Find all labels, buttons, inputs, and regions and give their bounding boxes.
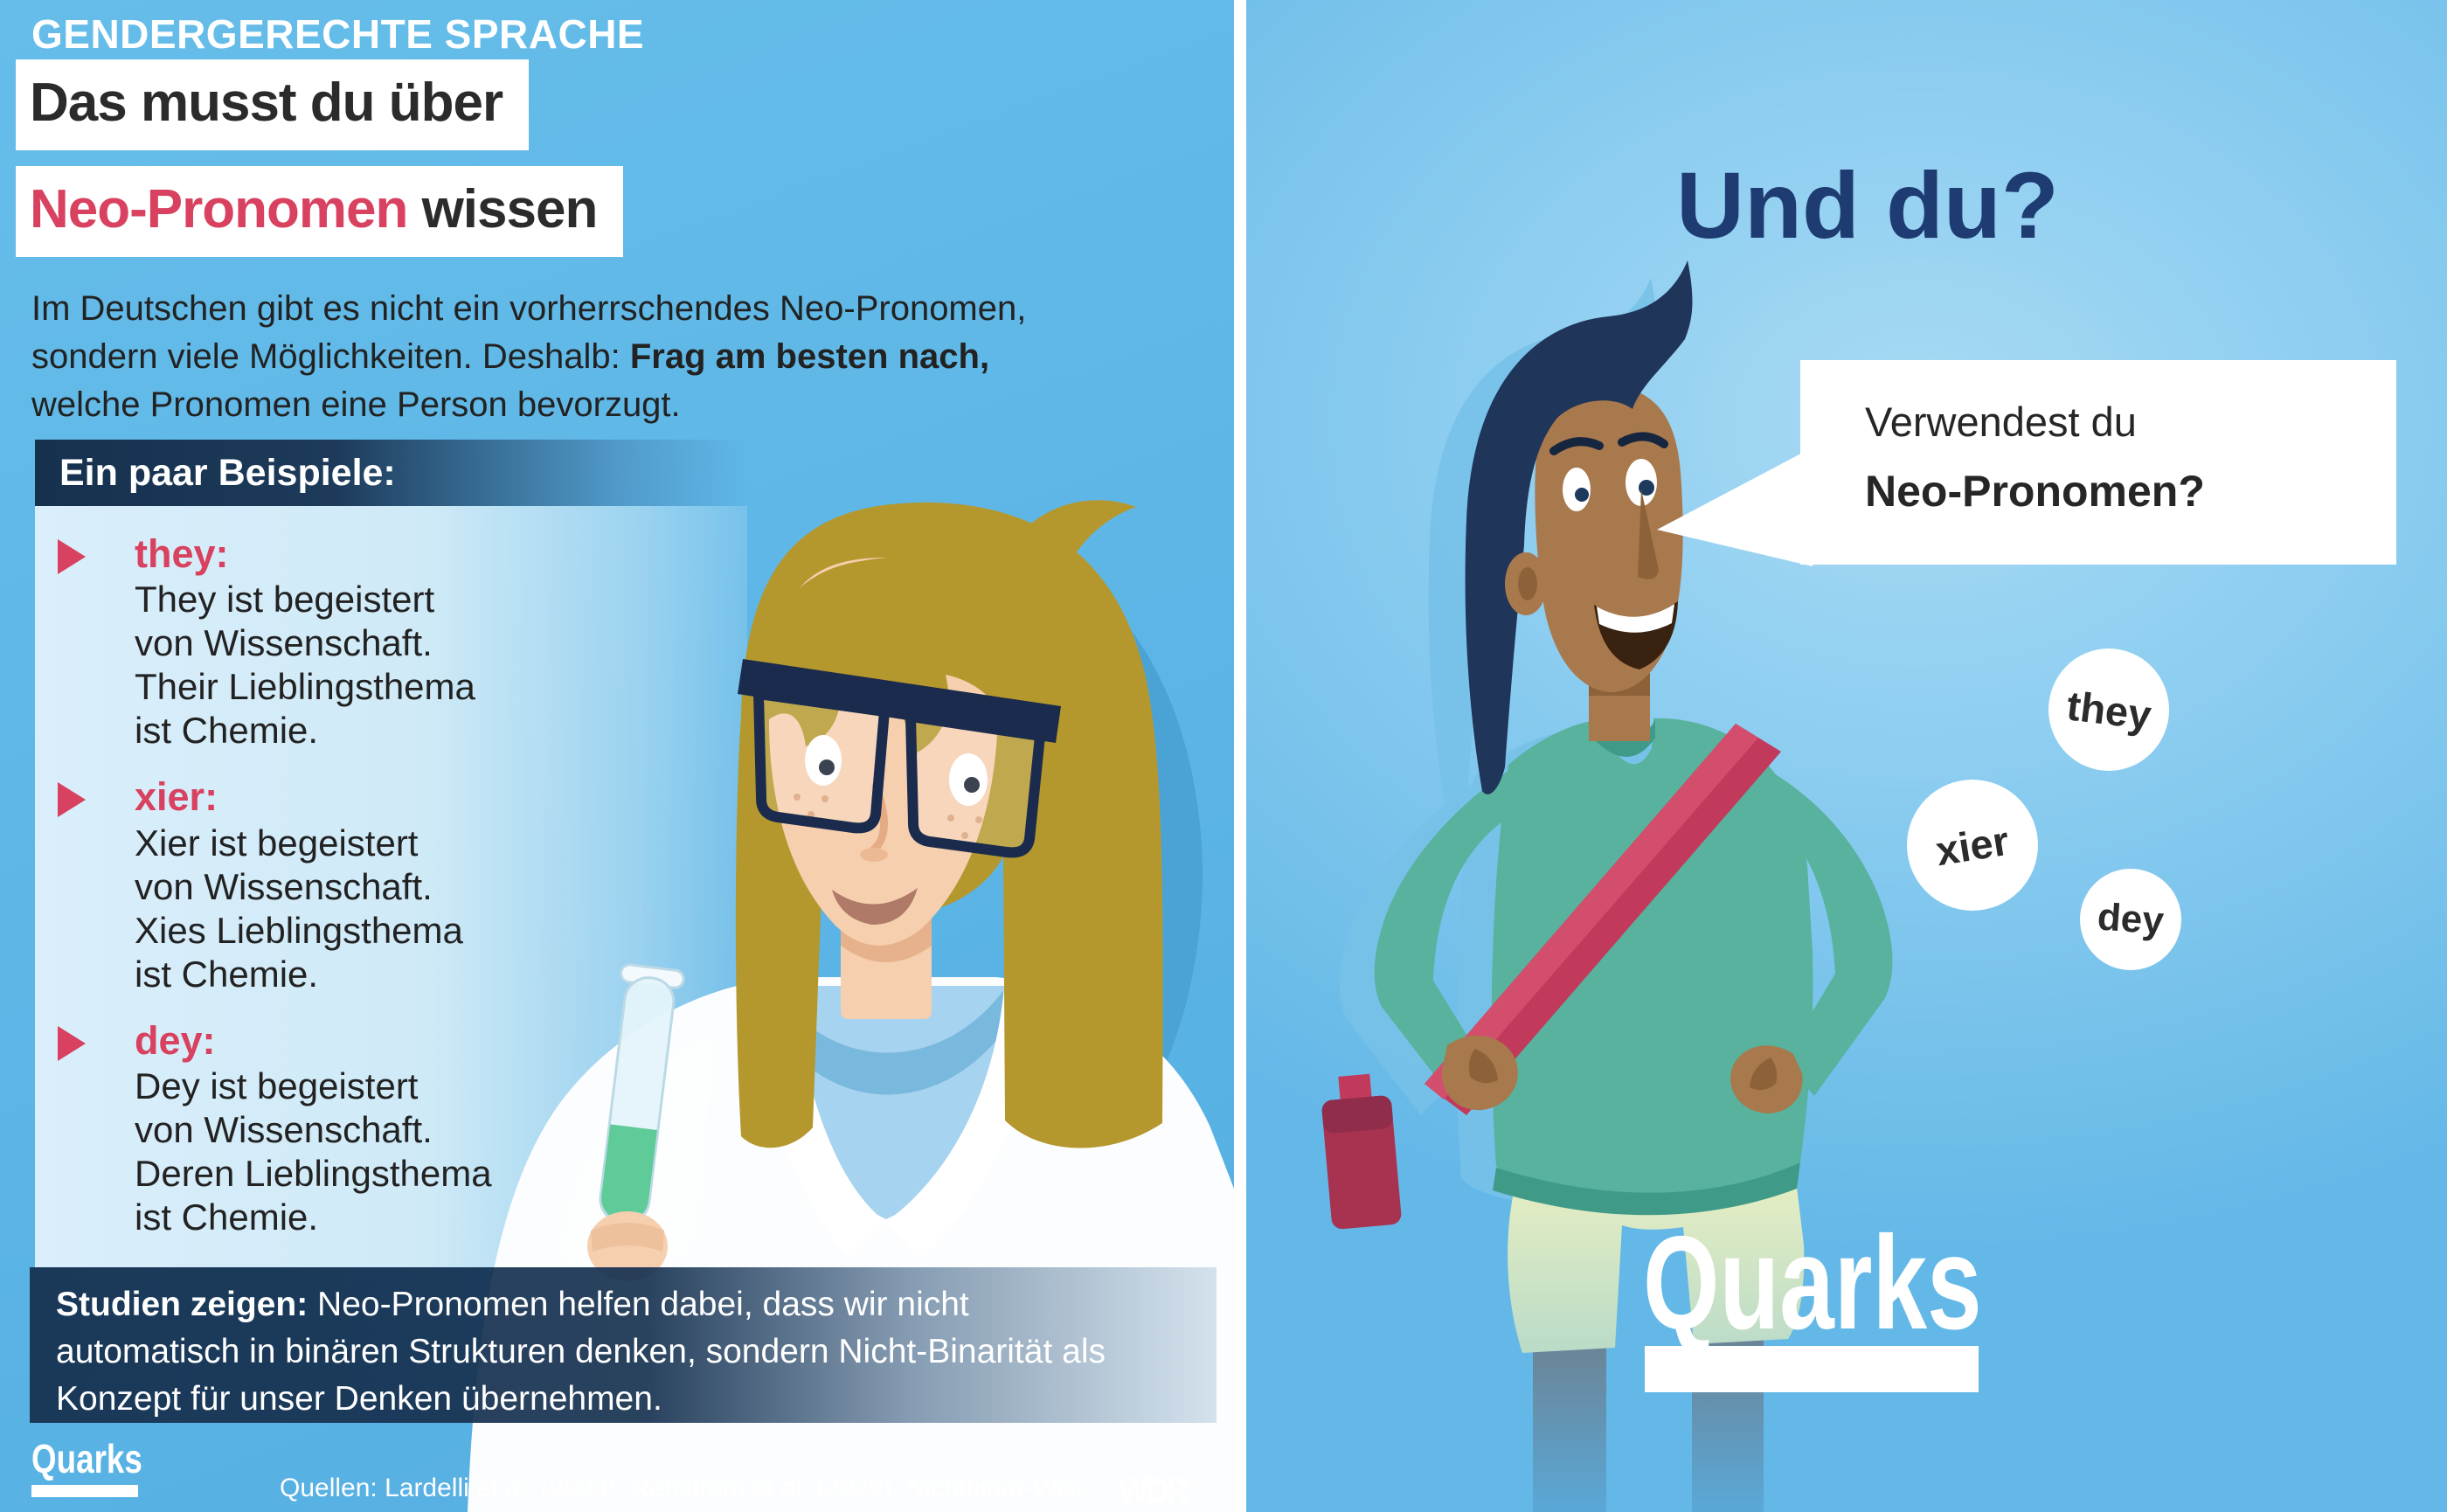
quarks-logo-underline	[1645, 1346, 1979, 1392]
kicker: GENDERGERECHTE SPRACHE	[31, 11, 645, 57]
nose-shade	[860, 848, 888, 862]
freckles	[794, 794, 982, 839]
hair	[1465, 260, 1693, 794]
coat-lapel-left	[759, 977, 886, 1259]
title-box-1: Das musst du über	[16, 59, 530, 151]
scientist-shadow	[1014, 540, 1203, 1145]
sweater-arm-left	[1374, 771, 1508, 1103]
ear	[1505, 552, 1547, 615]
examples-box: Ein paar Beispiele: they: They ist begei…	[35, 440, 747, 1268]
examples-header: Ein paar Beispiele:	[35, 440, 747, 506]
hair-side-bang	[961, 575, 1105, 837]
hand-right	[1730, 1045, 1803, 1113]
pronoun-bubble-xier: xier	[1907, 780, 2038, 911]
hair-back	[735, 502, 1163, 1148]
quarks-logo-small: Quarks	[31, 1439, 170, 1497]
hair-cowlick	[1003, 500, 1136, 587]
speech-bubble-tail	[1657, 447, 1813, 566]
example-item-dey: dey: Dey ist begeistert von Wissenschaft…	[35, 1017, 747, 1239]
collar-shadow	[1592, 720, 1655, 757]
speech-bubble-line-1: Verwendest du	[1865, 399, 2137, 445]
sweater-hem-shadow	[1493, 1162, 1800, 1216]
hand-left	[1441, 1035, 1518, 1111]
neck-shadow	[841, 913, 932, 962]
quarks-logo-big: Quarks	[1643, 1217, 2101, 1392]
mouth	[1594, 601, 1678, 669]
title-highlight: Neo-Pronomen	[30, 179, 408, 239]
hand-left-thumb	[1468, 1049, 1498, 1084]
bag-strap	[1425, 724, 1781, 1115]
example-pronoun: they:	[135, 531, 229, 576]
example-pronoun: dey:	[135, 1017, 216, 1063]
eyebrows	[1549, 432, 1668, 455]
right-heading: Und du?	[1676, 152, 2059, 258]
right-panel: Und du?	[1246, 0, 2447, 1512]
mouth	[832, 888, 918, 925]
sources-line: Quellen: Lardelli et al. (2023), Renströ…	[280, 1474, 1083, 1502]
neck	[841, 909, 932, 1019]
glasses-icon	[738, 659, 1061, 858]
title-line-2: Neo-Pronomen wissen	[30, 179, 599, 239]
speech-bubble: Verwendest du Neo-Pronomen?	[1800, 360, 2396, 565]
nose	[870, 782, 888, 854]
pronoun-bubble-they: they	[2048, 648, 2169, 771]
ear-inner	[1518, 567, 1537, 600]
intro-line-2: sondern viele Möglichkeiten. Deshalb: Fr…	[31, 337, 990, 376]
example-item-they: they: They ist begeistert von Wissenscha…	[35, 531, 747, 753]
bullet-arrow-icon	[58, 782, 86, 818]
wdr-logo: WDR®	[1119, 1470, 1196, 1510]
bullet-arrow-icon	[58, 1025, 86, 1061]
neck	[1589, 673, 1650, 741]
coat-lapel-right	[886, 977, 1038, 1260]
eyes	[805, 735, 988, 806]
bag-strap-highlight	[1425, 724, 1758, 1099]
bullet-arrow-icon	[58, 539, 86, 574]
speech-bubble-line-2: Neo-Pronomen?	[1865, 467, 2205, 516]
hair-bangs	[752, 556, 1133, 767]
title-line-1: Das musst du über	[30, 73, 503, 133]
pronoun-bubble-dey: dey	[2080, 869, 2181, 970]
intro-line-3: welche Pronomen eine Person bevorzugt.	[31, 385, 681, 424]
person-shadow	[1428, 278, 1656, 812]
teeth	[1597, 604, 1674, 633]
registered-mark: ®	[1187, 1478, 1196, 1494]
sweater-torso	[1491, 718, 1813, 1197]
face	[768, 558, 999, 946]
quarks-logo-underline	[31, 1485, 138, 1497]
example-pronoun: xier:	[135, 774, 218, 820]
neck-shadow	[1589, 673, 1650, 696]
intro-line-1: Im Deutschen gibt es nicht ein vorherrsc…	[31, 289, 1027, 328]
shirt	[767, 986, 1012, 1219]
hand-right-thumb	[1750, 1058, 1778, 1091]
example-item-xier: xier: Xier ist begeistert von Wissenscha…	[35, 774, 747, 995]
leg-left	[1533, 1346, 1606, 1512]
sweater-arm-right	[1764, 767, 1893, 1096]
examples-body: they: They ist begeistert von Wissenscha…	[35, 506, 747, 1268]
studies-text: Studien zeigen: Neo-Pronomen helfen dabe…	[56, 1286, 1106, 1418]
intro-paragraph: Im Deutschen gibt es nicht ein vorherrsc…	[31, 285, 1026, 429]
person-shadow	[1456, 730, 1778, 1210]
eyes	[1563, 459, 1657, 511]
studies-note: Studien zeigen: Neo-Pronomen helfen dabe…	[30, 1267, 1217, 1423]
left-panel: GENDERGERECHTE SPRACHE Das musst du über…	[0, 0, 1234, 1512]
bag-pouch	[1321, 1073, 1402, 1230]
nose	[1638, 489, 1659, 579]
shirt-collar	[769, 986, 1010, 1095]
title-box-2: Neo-Pronomen wissen	[16, 166, 624, 258]
title-rest: wissen	[407, 179, 599, 239]
face	[1535, 385, 1683, 692]
person-shadow	[1339, 783, 1473, 1115]
